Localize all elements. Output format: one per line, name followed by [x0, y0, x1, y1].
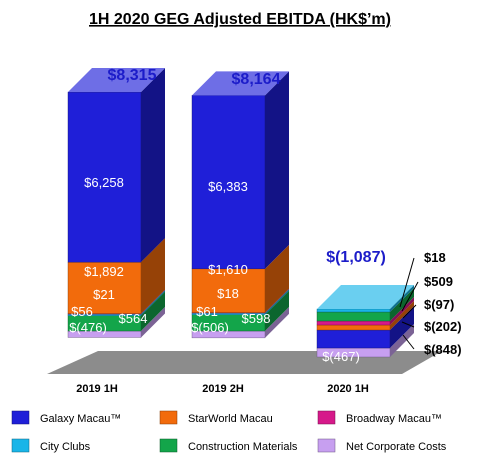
legend-swatch: [12, 411, 29, 424]
legend-swatch: [318, 411, 335, 424]
bar-total-label: $8,164: [232, 71, 281, 88]
bar-value-label: $1,610: [208, 262, 248, 277]
bar-value-label: $564: [119, 311, 148, 326]
callout-label: $(848): [424, 342, 462, 357]
bar-total-label: $(1,087): [326, 249, 386, 266]
legend-label: Net Corporate Costs: [346, 441, 447, 453]
callout-label: $(202): [424, 319, 462, 334]
bar-2-series-3-front: [317, 309, 390, 312]
legend-label: City Clubs: [40, 441, 91, 453]
bar-value-label: $6,258: [84, 175, 124, 190]
bar-value-label: $56: [71, 304, 93, 319]
x-tick-label: 2020 1H: [327, 383, 369, 395]
callout-label: $509: [424, 274, 453, 289]
bar-2-series-4-front: [317, 312, 390, 321]
legend-swatch: [12, 439, 29, 452]
bar-2-series-2-front: [317, 321, 390, 325]
callout-label: $(97): [424, 297, 454, 312]
bar-2-series-1-front: [317, 325, 390, 330]
legend-label: Galaxy Macau™: [40, 413, 121, 425]
bar-2-series-0-front: [317, 330, 390, 348]
bar-value-label: $21: [93, 287, 115, 302]
bar-value-label: $(467): [322, 349, 360, 364]
callout-label: $18: [424, 250, 446, 265]
legend-label: Broadway Macau™: [346, 413, 442, 425]
bar-value-label: $1,892: [84, 264, 124, 279]
bar-total-label: $8,315: [108, 67, 157, 84]
bar-0-series-0-side: [141, 68, 165, 262]
legend-label: Construction Materials: [188, 441, 298, 453]
bar-value-label: $598: [242, 311, 271, 326]
bar-value-label: $18: [217, 286, 239, 301]
bar-value-label: $(476): [69, 320, 107, 335]
bar-value-label: $6,383: [208, 179, 248, 194]
legend-swatch: [160, 411, 177, 424]
chart-title: 1H 2020 GEG Adjusted EBITDA (HK$’m): [89, 11, 391, 28]
bar-value-label: $61: [196, 304, 218, 319]
bar-value-label: $(506): [191, 320, 229, 335]
bar-1-series-0-side: [265, 71, 289, 268]
x-tick-label: 2019 2H: [202, 383, 244, 395]
x-tick-label: 2019 1H: [76, 383, 118, 395]
legend-label: StarWorld Macau: [188, 413, 273, 425]
legend-swatch: [318, 439, 335, 452]
legend-swatch: [160, 439, 177, 452]
